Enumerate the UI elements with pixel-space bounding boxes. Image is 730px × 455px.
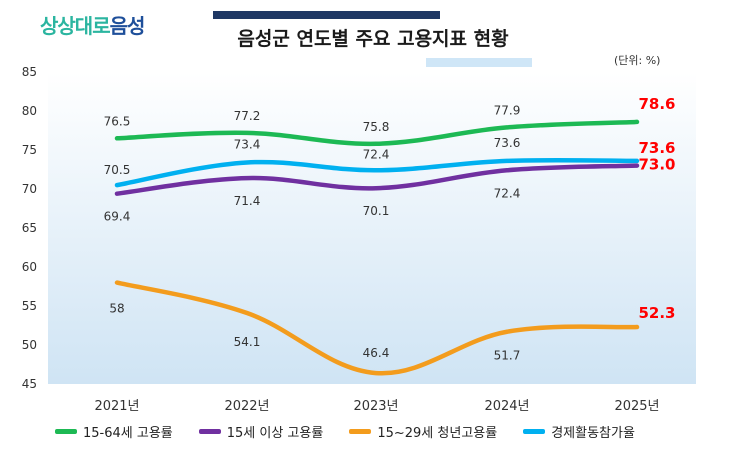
y-tick-label: 75 [22, 143, 37, 157]
logo-text-part2: 음성 [109, 14, 146, 38]
y-tick-label: 85 [22, 65, 37, 79]
legend-item-participation: 경제활동참가율 [523, 422, 635, 441]
data-label: 73.6 [638, 139, 675, 157]
legend-swatch-sky [523, 429, 546, 434]
y-tick-label: 55 [22, 299, 37, 313]
data-labels: 76.5 77.2 75.8 77.9 78.6 69.4 71.4 70.1 72.4 73.0… [104, 95, 676, 363]
line-youth-employment [114, 280, 640, 376]
data-label: 51.7 [494, 349, 521, 363]
logo-text-part1: 상상대로 [40, 14, 111, 38]
data-label: 52.3 [638, 304, 675, 322]
county-logo: 상상대로음성 [40, 10, 146, 39]
line-15-64-employment [114, 119, 640, 147]
legend-label: 15-64세 고용률 [83, 426, 173, 441]
data-label: 73.0 [638, 156, 675, 174]
legend-item-15-plus: 15세 이상 고용률 [198, 422, 324, 441]
legend: 15-64세 고용률 15세 이상 고용률 15~29세 청년고용률 경제활동참… [55, 422, 725, 441]
x-tick-label: 2025년 [614, 399, 659, 414]
data-label: 76.5 [104, 114, 131, 128]
y-tick-label: 70 [22, 182, 37, 196]
data-label: 72.4 [363, 147, 390, 161]
data-label: 77.2 [234, 109, 261, 123]
data-label: 69.4 [104, 210, 131, 224]
data-label: 70.5 [104, 163, 131, 177]
legend-item-15-64: 15-64세 고용률 [55, 422, 173, 441]
data-label: 72.4 [494, 186, 521, 200]
line-15plus-employment [114, 163, 640, 196]
legend-swatch-green [55, 429, 77, 434]
legend-label: 15세 이상 고용률 [226, 426, 324, 441]
title-decoration-bar [213, 11, 440, 19]
legend-swatch-purple [198, 429, 221, 434]
data-label: 73.6 [494, 136, 521, 150]
unit-label: (단위: %) [614, 54, 661, 67]
legend-label: 15~29세 청년고용률 [377, 426, 498, 441]
data-label: 71.4 [234, 194, 261, 208]
y-tick-label: 65 [22, 221, 37, 235]
data-label: 77.9 [494, 103, 521, 117]
data-label: 73.4 [234, 137, 261, 151]
legend-label: 경제활동참가율 [551, 426, 635, 441]
x-tick-label: 2022년 [224, 399, 269, 414]
y-axis: 45 50 55 60 65 70 75 80 85 [22, 65, 37, 391]
data-label: 46.4 [363, 346, 390, 360]
data-label: 58 [109, 302, 124, 316]
line-participation-rate [114, 157, 640, 188]
data-label: 54.1 [234, 335, 261, 349]
y-tick-label: 45 [22, 377, 37, 391]
x-tick-label: 2021년 [94, 399, 139, 414]
x-tick-label: 2023년 [353, 399, 398, 414]
series-lines [114, 119, 640, 376]
chart-title: 음성군 연도별 주요 고용지표 현황 [237, 28, 509, 50]
y-tick-label: 60 [22, 260, 37, 274]
legend-swatch-orange [349, 429, 372, 434]
x-axis: 2021년 2022년 2023년 2024년 2025년 [94, 399, 659, 414]
data-label: 78.6 [638, 95, 675, 113]
y-tick-label: 50 [22, 338, 37, 352]
y-tick-label: 80 [22, 104, 37, 118]
legend-item-youth: 15~29세 청년고용률 [349, 422, 497, 441]
data-label: 70.1 [363, 204, 390, 218]
x-tick-label: 2024년 [484, 399, 529, 414]
title-accent-bar [426, 58, 532, 67]
data-label: 75.8 [363, 120, 390, 134]
